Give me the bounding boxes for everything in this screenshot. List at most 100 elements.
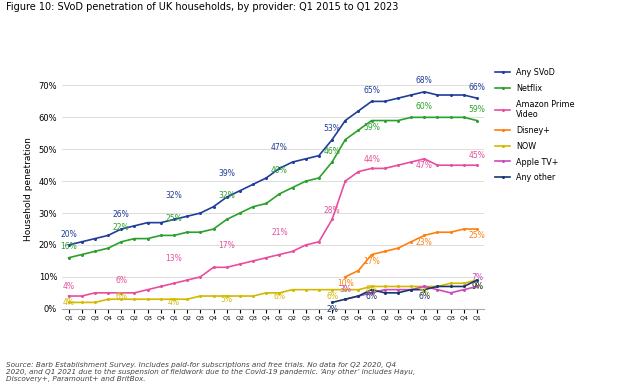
Amazon Prime Video [104,291,112,295]
Any other [329,300,336,305]
Disney+ [368,252,375,257]
Any SVoD [249,182,257,187]
NOW [394,284,402,289]
Apple TV+ [394,287,402,292]
Text: 60%: 60% [416,102,433,111]
Text: 46%: 46% [324,147,340,156]
Any SVoD [118,227,125,231]
Any SVoD [289,160,296,164]
Netflix [434,115,441,120]
Text: 13%: 13% [166,254,182,262]
Amazon Prime Video [91,291,99,295]
Disney+ [420,233,428,238]
Text: 6%: 6% [273,292,285,301]
Apple TV+ [447,291,454,295]
Text: 6%: 6% [326,292,338,301]
Text: Source: Barb Establishment Survey. Includes paid-for subscriptions and free tria: Source: Barb Establishment Survey. Inclu… [6,362,415,382]
Any SVoD [276,166,283,171]
Disney+ [473,227,480,231]
Text: 66%: 66% [469,83,485,92]
NOW [262,291,270,295]
Netflix [381,118,389,123]
Disney+ [407,239,415,244]
Amazon Prime Video [118,291,125,295]
Netflix [420,115,428,120]
Any SVoD [197,211,204,215]
Any SVoD [355,108,362,113]
Text: 23%: 23% [416,237,433,247]
Any SVoD [447,93,454,97]
Text: 44%: 44% [363,155,380,164]
Text: 2%: 2% [326,305,338,313]
Amazon Prime Video [131,291,138,295]
Amazon Prime Video [407,160,415,164]
Amazon Prime Video [434,163,441,168]
Apple TV+ [420,284,428,289]
Any SVoD [236,188,244,193]
Text: 6%: 6% [366,292,378,301]
Amazon Prime Video [223,265,231,270]
Text: 21%: 21% [271,228,288,237]
NOW [276,291,283,295]
NOW [473,278,480,283]
Netflix [407,115,415,120]
Amazon Prime Video [329,217,336,222]
Any SVoD [473,96,480,100]
Netflix [157,233,164,238]
Text: 47%: 47% [271,144,288,152]
Amazon Prime Video [381,166,389,171]
Line: NOW: NOW [67,279,479,304]
Any SVoD [302,156,309,161]
Line: Any SVoD: Any SVoD [67,90,479,247]
Any SVoD [420,90,428,94]
Apple TV+ [368,291,375,295]
Netflix [355,128,362,132]
Netflix [289,185,296,190]
Any other [407,287,415,292]
Any SVoD [460,93,467,97]
Amazon Prime Video [355,169,362,174]
Any SVoD [329,137,336,142]
Text: 17%: 17% [218,241,235,250]
Any SVoD [91,236,99,241]
Netflix [91,249,99,254]
Any SVoD [434,93,441,97]
Disney+ [381,249,389,254]
Netflix [197,230,204,235]
Netflix [184,230,191,235]
Amazon Prime Video [394,163,402,168]
Netflix [131,236,138,241]
Netflix [473,118,480,123]
NOW [420,284,428,289]
Line: Apple TV+: Apple TV+ [343,285,479,301]
Disney+ [447,230,454,235]
NOW [355,287,362,292]
Text: 25%: 25% [469,231,485,240]
Apple TV+ [434,287,441,292]
Amazon Prime Video [65,294,73,298]
NOW [407,284,415,289]
Text: 32%: 32% [218,191,235,200]
Amazon Prime Video [447,163,454,168]
Amazon Prime Video [289,249,296,254]
Netflix [276,191,283,196]
Amazon Prime Video [249,259,257,263]
Netflix [249,204,257,209]
Any other [420,287,428,292]
Legend: Any SVoD, Netflix, Amazon Prime
Video, Disney+, NOW, Apple TV+, Any other: Any SVoD, Netflix, Amazon Prime Video, D… [492,65,578,186]
Text: 6%: 6% [115,292,127,301]
Any other [355,294,362,298]
NOW [434,284,441,289]
Netflix [394,118,402,123]
Netflix [210,227,217,231]
Apple TV+ [407,287,415,292]
NOW [118,297,125,301]
Netflix [262,201,270,206]
Text: 5%: 5% [221,295,232,304]
Text: 68%: 68% [416,76,433,85]
Text: Figure 10: SVoD penetration of UK households, by provider: Q1 2015 to Q1 2023: Figure 10: SVoD penetration of UK househ… [6,2,399,12]
Netflix [447,115,454,120]
Apple TV+ [460,287,467,292]
Text: 65%: 65% [363,86,380,95]
Amazon Prime Video [276,252,283,257]
